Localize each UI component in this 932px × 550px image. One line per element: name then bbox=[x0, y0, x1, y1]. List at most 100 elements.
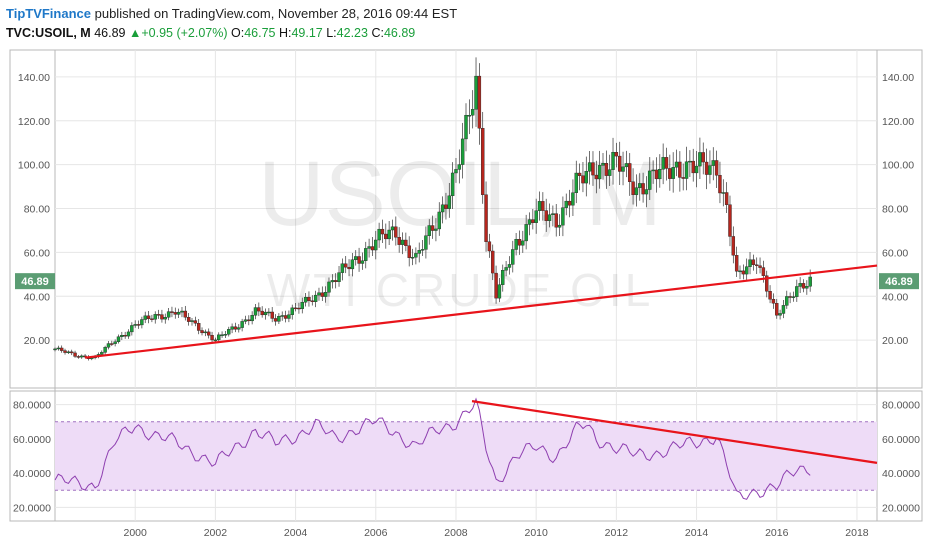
candle-down bbox=[146, 315, 151, 319]
candle-down bbox=[591, 162, 595, 176]
x-tick: 2018 bbox=[845, 527, 869, 539]
rsi-ytick-right: 60.0000 bbox=[882, 434, 920, 446]
price-change: +0.95 (+2.07%) bbox=[141, 26, 228, 40]
candle-up bbox=[374, 239, 378, 251]
candle-up bbox=[330, 280, 335, 283]
candle-down bbox=[260, 310, 264, 316]
candle-up bbox=[658, 168, 662, 180]
candle-down bbox=[731, 236, 736, 256]
candle-up bbox=[280, 315, 284, 317]
candle-up bbox=[434, 228, 438, 231]
candle-down bbox=[186, 317, 191, 322]
candle-up bbox=[504, 267, 508, 271]
candle-down bbox=[297, 307, 301, 310]
close-label: C: bbox=[371, 26, 384, 40]
ohlc-line: TVC:USOIL, M 46.89 ▲+0.95 (+2.07%) O:46.… bbox=[6, 25, 926, 42]
candle-down bbox=[156, 314, 161, 316]
candle-up bbox=[684, 161, 689, 179]
candle-down bbox=[196, 323, 201, 331]
watermark-symbol: USOIL, M bbox=[258, 143, 662, 245]
rsi-trendline[interactable] bbox=[471, 400, 878, 464]
candle-down bbox=[397, 237, 401, 245]
watermark: USOIL, M WTI CRUDE OIL bbox=[258, 143, 662, 316]
candle-up bbox=[410, 257, 415, 259]
candle-down bbox=[614, 152, 619, 157]
candle-up bbox=[457, 164, 462, 170]
candle-down bbox=[701, 152, 705, 163]
candle-up bbox=[217, 334, 221, 341]
candle-down bbox=[641, 183, 645, 195]
candle-up bbox=[66, 351, 71, 354]
candle-up bbox=[230, 326, 234, 330]
candle-down bbox=[678, 161, 682, 178]
candle-down bbox=[517, 239, 522, 246]
candle-up bbox=[798, 283, 802, 287]
price-ytick-left: 60.00 bbox=[24, 247, 50, 259]
candle-up bbox=[300, 301, 304, 309]
candle-down bbox=[407, 245, 411, 258]
candle-down bbox=[384, 233, 388, 240]
candle-up bbox=[601, 163, 605, 166]
candle-down bbox=[714, 160, 719, 176]
candle-down bbox=[577, 172, 582, 176]
candle-down bbox=[761, 267, 766, 276]
candle-up bbox=[153, 314, 157, 320]
candle-up bbox=[377, 228, 381, 241]
candle-up bbox=[557, 224, 562, 228]
high-value: 49.17 bbox=[291, 26, 323, 40]
price-ytick-right: 20.00 bbox=[882, 335, 908, 347]
candle-up bbox=[447, 195, 451, 209]
candle-up bbox=[638, 183, 642, 188]
candle-down bbox=[768, 291, 772, 300]
candle-up bbox=[785, 296, 789, 306]
candle-up bbox=[390, 226, 395, 231]
candle-down bbox=[594, 174, 599, 180]
candle-up bbox=[621, 166, 625, 172]
candle-down bbox=[481, 128, 485, 195]
close-value: 46.89 bbox=[383, 26, 416, 40]
candle-down bbox=[273, 318, 278, 322]
candle-down bbox=[207, 331, 211, 336]
price-ytick-left: 80.00 bbox=[24, 204, 50, 216]
candle-up bbox=[547, 214, 552, 221]
price-badge-right-bg bbox=[879, 273, 919, 290]
candle-up bbox=[313, 294, 318, 302]
x-tick: 2010 bbox=[524, 527, 548, 539]
candle-up bbox=[537, 201, 542, 211]
candle-up bbox=[106, 343, 111, 348]
candle-down bbox=[554, 213, 558, 228]
open-label: O: bbox=[231, 26, 245, 40]
candle-down bbox=[173, 312, 177, 315]
x-tick: 2004 bbox=[284, 527, 308, 539]
rsi-band bbox=[55, 421, 877, 491]
price-trendline[interactable] bbox=[84, 264, 878, 359]
x-tick: 2016 bbox=[765, 527, 789, 539]
candle-up bbox=[317, 292, 321, 296]
candle-down bbox=[370, 246, 375, 251]
candle-up bbox=[738, 270, 742, 273]
candle-down bbox=[664, 157, 669, 169]
candle-up bbox=[805, 286, 809, 289]
candle-down bbox=[200, 330, 204, 334]
candle-up bbox=[223, 334, 228, 336]
candle-up bbox=[651, 169, 655, 172]
candle-up bbox=[303, 296, 308, 303]
candle-down bbox=[628, 163, 632, 182]
candle-down bbox=[531, 219, 535, 223]
candle-up bbox=[414, 253, 418, 258]
low-value: 42.23 bbox=[336, 26, 368, 40]
candle-down bbox=[357, 256, 361, 264]
price-ytick-left: 120.00 bbox=[18, 116, 50, 128]
candle-up bbox=[671, 167, 675, 179]
candle-down bbox=[347, 266, 351, 270]
candle-up bbox=[437, 211, 441, 230]
x-tick: 2012 bbox=[605, 527, 629, 539]
candle-up bbox=[166, 311, 171, 318]
candle-up bbox=[354, 256, 358, 260]
publisher-link[interactable]: TipTVFinance bbox=[6, 6, 91, 21]
candle-down bbox=[631, 181, 635, 195]
candle-up bbox=[340, 263, 345, 273]
candle-up bbox=[337, 272, 341, 282]
candle-down bbox=[73, 352, 77, 357]
